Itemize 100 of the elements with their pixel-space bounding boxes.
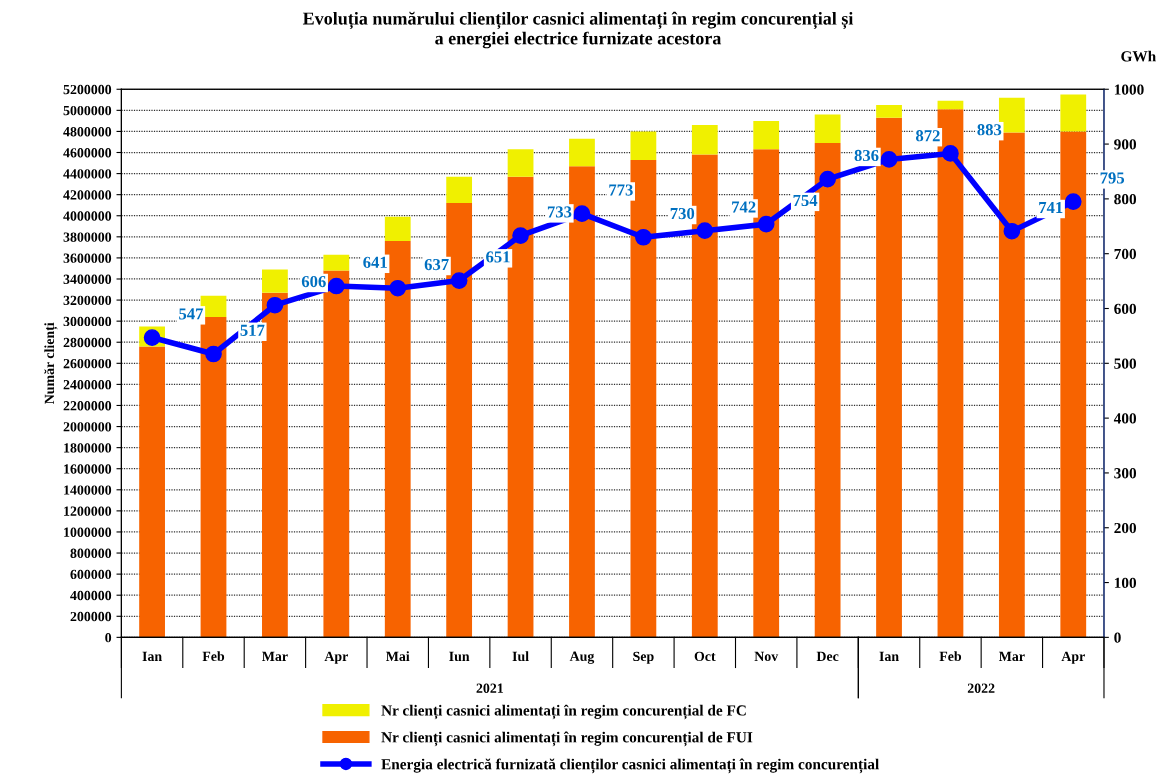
data-label: 517 — [240, 324, 265, 336]
y2-tick-label: 100 — [1114, 577, 1137, 588]
point — [266, 296, 284, 314]
point — [1003, 222, 1021, 240]
legend-label: Nr clienți casnici alimentați în regim concurențial de FC — [381, 704, 746, 720]
y-tick-label: 2000000 — [63, 422, 112, 432]
text: 2021 — [476, 683, 504, 693]
point — [880, 151, 898, 168]
point — [205, 345, 222, 363]
y-tick-label: 3000000 — [63, 316, 112, 327]
data-label: 606 — [301, 275, 326, 288]
y-tick-label: 1000000 — [64, 527, 112, 537]
y-tick-label: 4400000 — [63, 169, 112, 179]
point — [819, 170, 836, 188]
x-tick-label: Apr — [1061, 651, 1085, 664]
bar — [323, 254, 350, 271]
y-tick-label: 600000 — [70, 569, 112, 580]
data-label: 651 — [486, 251, 510, 263]
bar — [753, 120, 780, 150]
data-label: 795 — [1100, 172, 1125, 184]
y2-tick-label: 700 — [1114, 248, 1137, 260]
x-tick-label: Oct — [694, 651, 716, 662]
chart-title: Evoluția numărului clienților casnici alimentați în regim concurențial și a energiei electrice furnizate acestora — [302, 11, 854, 49]
x-tick-label: Ian — [142, 651, 162, 662]
data-label: 742 — [732, 201, 756, 213]
bar — [691, 125, 718, 155]
x-tick-label: Nov — [754, 651, 779, 662]
y-tick-label: 4200000 — [63, 190, 112, 200]
legend-label: Nr clienți casnici alimentați în regim concurențial de FUI — [381, 731, 753, 747]
y2-tick-label: 0 — [1114, 632, 1121, 643]
y-tick-label: 1800000 — [64, 443, 112, 453]
y-tick-label: 2400000 — [63, 379, 112, 390]
data-label: 641 — [363, 256, 387, 268]
x-tick-label: Feb — [939, 651, 962, 662]
data-label: 547 — [179, 308, 204, 320]
y-tick-label: 800000 — [70, 548, 112, 558]
y-tick-label: 3600000 — [63, 253, 112, 263]
y-tick-label: 2600000 — [63, 358, 112, 369]
bar — [446, 176, 473, 204]
x-tick-label: Dec — [816, 651, 839, 662]
point — [573, 205, 591, 223]
y2-tick-label: 900 — [1114, 139, 1137, 150]
x-tick-label: Sep — [633, 651, 654, 664]
y2-tick-label: 300 — [1114, 468, 1137, 479]
y-tick-label: 2800000 — [63, 337, 112, 348]
x-tick-label: Ian — [879, 651, 899, 662]
data-label: 741 — [1039, 202, 1063, 214]
y-tick-label: 3800000 — [63, 232, 112, 242]
y-tick-label: 5200000 — [63, 84, 112, 95]
y2-tick-label: 800 — [1114, 194, 1137, 205]
x-tick-label: Mar — [998, 651, 1025, 662]
y-axis-title: Număr clienți — [44, 322, 58, 405]
x-tick-label: Apr — [324, 651, 348, 664]
y-tick-label: 0 — [105, 632, 112, 643]
bar — [814, 114, 841, 144]
data-label: 754 — [793, 194, 818, 207]
point — [327, 277, 345, 295]
point — [389, 279, 407, 297]
y-tick-label: 3400000 — [63, 274, 112, 284]
bar — [507, 149, 534, 177]
y2-tick-label: 200 — [1114, 522, 1137, 534]
x-tick-label: Iul — [512, 651, 529, 662]
bar — [569, 138, 595, 167]
y-tick-label: 400000 — [70, 590, 112, 601]
x-tick-label: Aug — [569, 651, 595, 664]
data-label: 637 — [424, 258, 449, 271]
y-tick-label: 1400000 — [64, 485, 112, 495]
point — [512, 227, 529, 244]
data-label: 872 — [915, 130, 940, 142]
point — [696, 222, 714, 240]
y2-tick-label: 500 — [1114, 358, 1137, 369]
y2-tick-label: 1000 — [1114, 84, 1144, 95]
y2-axis-title: GWh — [1121, 50, 1156, 62]
x-tick-label: Mai — [386, 651, 410, 662]
data-label: 733 — [547, 206, 572, 218]
bar — [262, 269, 288, 293]
data-label: 730 — [670, 207, 695, 220]
x-tick-label: Iun — [449, 651, 470, 662]
data-label: 883 — [977, 124, 1002, 136]
y-tick-label: 5000000 — [63, 105, 112, 116]
data-label: 836 — [854, 149, 879, 162]
bar — [1060, 94, 1087, 132]
text: 2022 — [967, 683, 995, 693]
data-label: 773 — [609, 184, 633, 196]
x-tick-label: Mar — [262, 651, 288, 662]
y-tick-label: 200000 — [70, 611, 112, 622]
point — [635, 228, 652, 246]
bar — [384, 216, 411, 242]
y-tick-label: 1200000 — [64, 506, 112, 516]
x-tick-label: Feb — [202, 651, 225, 662]
y-tick-label: 4800000 — [63, 127, 112, 137]
y2-tick-label: 600 — [1114, 303, 1137, 314]
y-tick-label: 1600000 — [64, 464, 112, 474]
y-tick-label: 3200000 — [63, 295, 112, 306]
bar — [139, 346, 165, 638]
point — [450, 272, 468, 289]
y-tick-label: 4000000 — [63, 211, 112, 221]
legend-label: Energia electrică furnizată clienților casnici alimentați în regim concurențial — [381, 758, 879, 774]
bar — [630, 131, 657, 160]
y2-tick-label: 400 — [1113, 413, 1137, 424]
